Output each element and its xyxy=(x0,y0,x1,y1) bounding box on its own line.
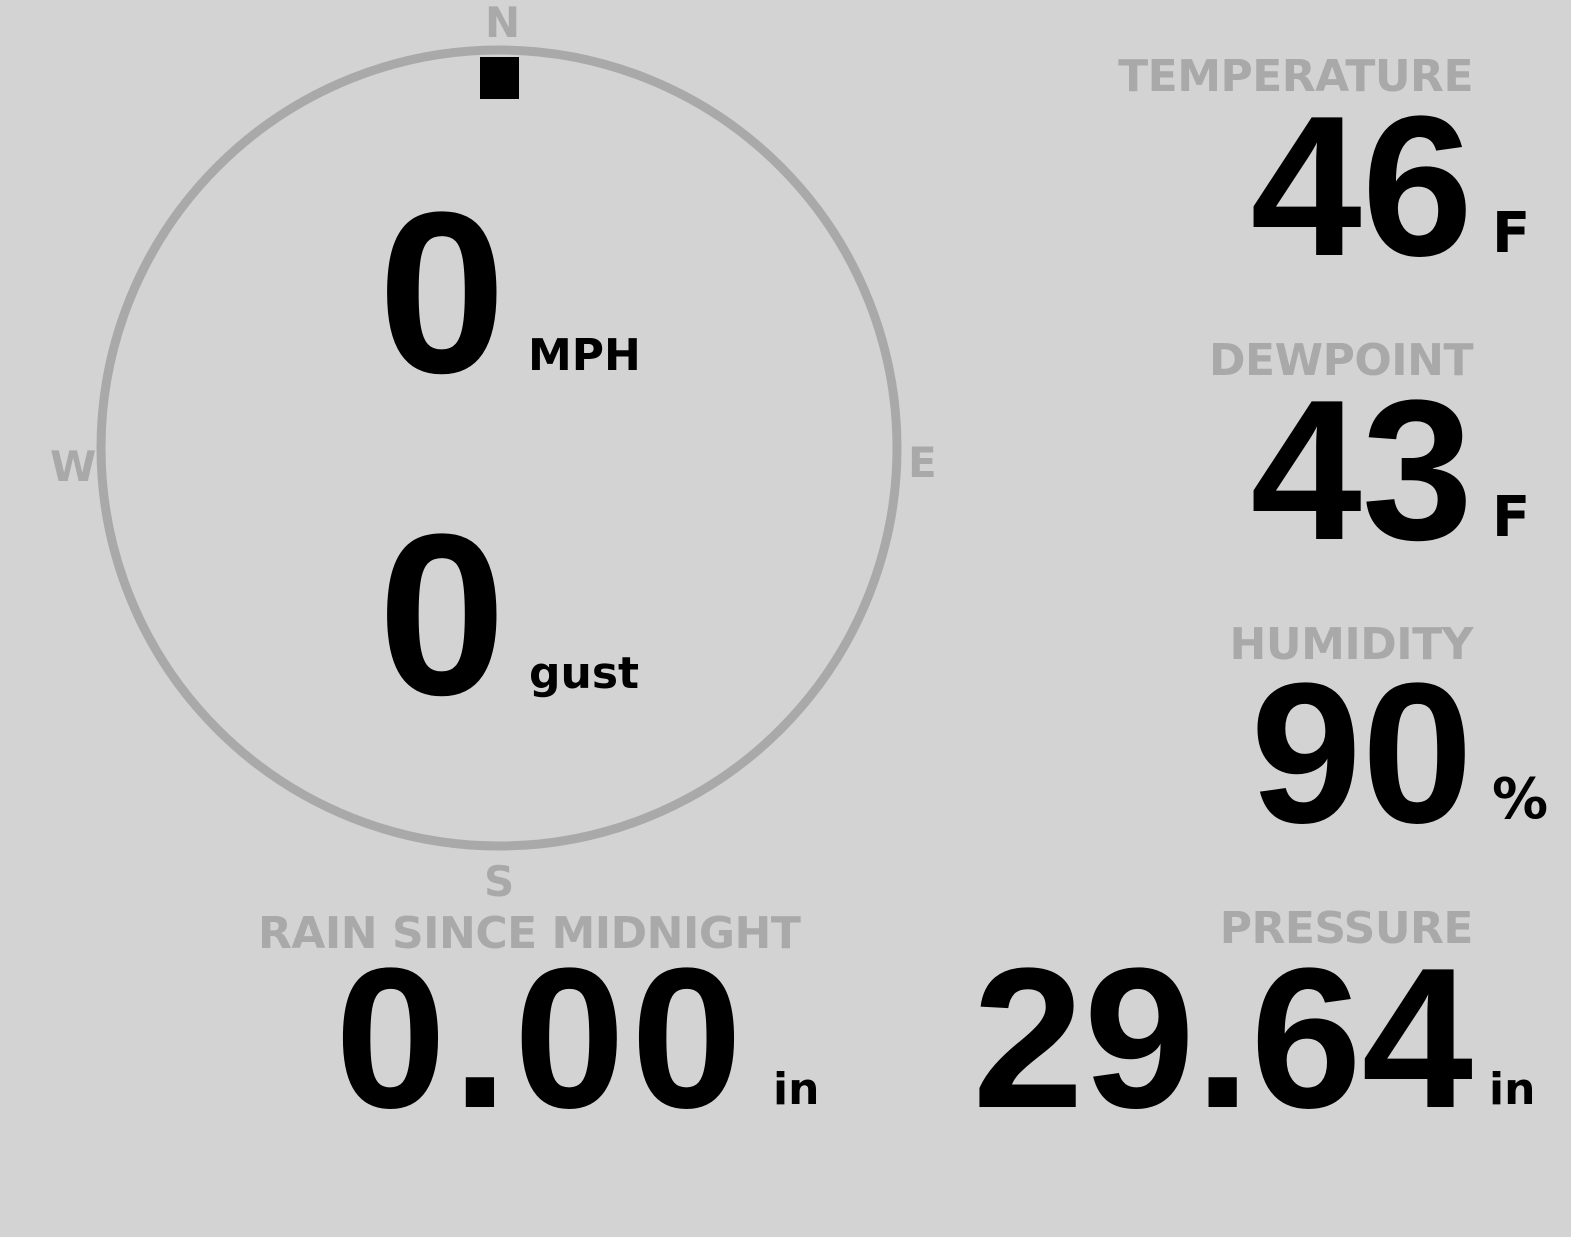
humidity-value: 90 xyxy=(1250,642,1473,865)
compass-north-label: N xyxy=(485,0,521,47)
rain-unit: in xyxy=(773,1064,820,1115)
wind-compass xyxy=(96,45,902,851)
wind-direction-marker xyxy=(480,57,519,99)
humidity-label: HUMIDITY xyxy=(1229,619,1474,670)
wind-speed-unit: MPH xyxy=(528,330,641,381)
temperature-value: 46 xyxy=(1250,75,1473,298)
wind-gust-value: 0 xyxy=(378,486,506,743)
pressure-label: PRESSURE xyxy=(1219,903,1474,954)
dewpoint-value: 43 xyxy=(1250,359,1473,582)
dewpoint-unit: F xyxy=(1492,485,1531,550)
rain-value: 0.00 xyxy=(335,927,749,1150)
pressure-value: 29.64 xyxy=(972,927,1474,1150)
temperature-unit: F xyxy=(1492,201,1531,266)
wind-speed-value: 0 xyxy=(378,164,506,421)
compass-ring xyxy=(96,45,902,851)
temperature-label: TEMPERATURE xyxy=(1118,51,1473,102)
wind-gust-unit: gust xyxy=(529,648,640,699)
compass-east-label: E xyxy=(908,438,937,487)
pressure-unit: in xyxy=(1489,1064,1536,1115)
rain-label: RAIN SINCE MIDNIGHT xyxy=(258,908,801,959)
humidity-unit: % xyxy=(1492,767,1549,832)
compass-west-label: W xyxy=(50,442,97,491)
dewpoint-label: DEWPOINT xyxy=(1209,335,1473,386)
compass-south-label: S xyxy=(484,857,515,906)
